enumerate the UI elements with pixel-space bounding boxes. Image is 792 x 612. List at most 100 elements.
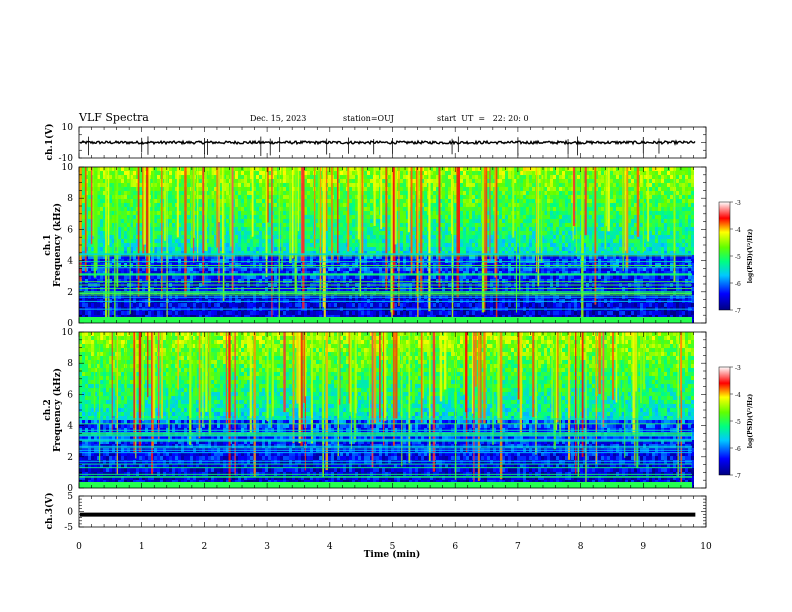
spectrogram-cell [610, 247, 613, 251]
spectrogram-cell [187, 247, 190, 251]
spectrogram-cell [382, 211, 385, 215]
spectrogram-cell [562, 227, 565, 231]
spectrogram-cell [106, 167, 109, 171]
spectrogram-cell [112, 171, 115, 175]
spectrogram-cell [592, 191, 595, 195]
spectrogram-cell [658, 211, 661, 215]
spectrogram-cell [682, 219, 685, 223]
spectrogram-cell [529, 215, 532, 219]
spectrogram-cell [502, 247, 505, 251]
spectrogram-cell [274, 199, 277, 203]
spectrogram-cell [175, 191, 178, 195]
spectrogram-cell [505, 211, 508, 215]
spectrogram-cell [655, 175, 658, 179]
spectrogram-cell [640, 171, 643, 175]
spectrogram-cell [436, 175, 439, 179]
spectrogram-cell [136, 195, 139, 199]
spectrogram-cell [595, 203, 598, 207]
spectrogram-cell [529, 195, 532, 199]
spectrogram-cell [139, 247, 142, 251]
spectrogram-cell [163, 263, 166, 267]
spectrogram-cell [502, 251, 505, 255]
spectrogram-cell [247, 211, 250, 215]
spectrogram-cell [667, 219, 670, 223]
spectrogram-cell [103, 171, 106, 175]
spectrogram-cell [475, 259, 478, 263]
spectrogram-cell [103, 235, 106, 239]
spectrogram-cell [244, 255, 247, 259]
spectrogram-cell [487, 243, 490, 247]
spectrogram-cell [556, 167, 559, 171]
spectrogram-cell [508, 179, 511, 183]
spectrogram-cell [151, 255, 154, 259]
spectrogram-cell [211, 183, 214, 187]
spectrogram-cell [112, 167, 115, 171]
spectrogram-cell [340, 243, 343, 247]
spectrogram-cell [460, 171, 463, 175]
spectrogram-cell [520, 183, 523, 187]
spectrogram-cell [550, 223, 553, 227]
spectrogram-cell [409, 255, 412, 259]
spectrogram-cell [220, 247, 223, 251]
spectrogram-cell [352, 223, 355, 227]
spectrogram-cell [376, 191, 379, 195]
spectrogram-cell [616, 255, 619, 259]
spectrogram-cell [106, 251, 109, 255]
spectrogram-cell [178, 199, 181, 203]
spectrogram-cell [661, 255, 664, 259]
spectrogram-cell [439, 239, 442, 243]
spectrogram-cell [151, 259, 154, 263]
spectrogram-cell [307, 171, 310, 175]
spectrogram-cell [469, 243, 472, 247]
spectrogram-cell [664, 191, 667, 195]
spectrogram-cell [172, 183, 175, 187]
spectrogram-cell [652, 207, 655, 211]
spectrogram-cell [124, 195, 127, 199]
spectrogram-cell [223, 207, 226, 211]
spectrogram-cell [118, 251, 121, 255]
spectrogram-cell [235, 167, 238, 171]
spectrogram-cell [436, 227, 439, 231]
spectrogram-cell [562, 231, 565, 235]
spectrogram-cell [199, 227, 202, 231]
spectrogram-cell [259, 263, 262, 267]
spectrogram-cell [424, 247, 427, 251]
spectrogram-cell [559, 247, 562, 251]
spectrogram-cell [310, 203, 313, 207]
spectrogram-cell [133, 211, 136, 215]
spectrogram-cell [628, 175, 631, 179]
spectrogram-cell [568, 179, 571, 183]
spectrogram-cell [526, 215, 529, 219]
spectrogram-cell [517, 183, 520, 187]
spectrogram-cell [469, 207, 472, 211]
spectrogram-cell [109, 187, 112, 191]
spectrogram-cell [445, 251, 448, 255]
spectrogram-cell [487, 255, 490, 259]
spectrogram-cell [640, 215, 643, 219]
spectrogram-cell [526, 167, 529, 171]
spectrogram-cell [97, 191, 100, 195]
spectrogram-cell [142, 263, 145, 267]
spectrogram-cell [631, 243, 634, 247]
spectrogram-cell [634, 243, 637, 247]
spectrogram-cell [592, 235, 595, 239]
spectrogram-cell [400, 191, 403, 195]
spectrogram-cell [691, 219, 694, 223]
spectrogram-cell [430, 183, 433, 187]
spectrogram-cell [367, 195, 370, 199]
spectrogram-cell [541, 207, 544, 211]
spectrogram-cell [577, 247, 580, 251]
spectrogram-cell [502, 207, 505, 211]
spectrogram-cell [631, 207, 634, 211]
spectrogram-cell [100, 231, 103, 235]
spectrogram-cell [388, 223, 391, 227]
spectrogram-cell [478, 171, 481, 175]
spectrogram-cell [106, 227, 109, 231]
spectrogram-cell [283, 235, 286, 239]
spectrogram-cell [310, 183, 313, 187]
spectrogram-cell [154, 215, 157, 219]
spectrogram-cell [523, 243, 526, 247]
spectrogram-cell [226, 227, 229, 231]
spectrogram-cell [550, 191, 553, 195]
spectrogram-cell [562, 251, 565, 255]
